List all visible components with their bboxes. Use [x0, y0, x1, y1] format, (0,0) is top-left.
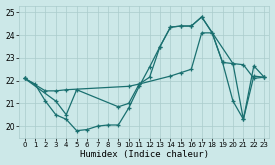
X-axis label: Humidex (Indice chaleur): Humidex (Indice chaleur): [80, 150, 209, 159]
